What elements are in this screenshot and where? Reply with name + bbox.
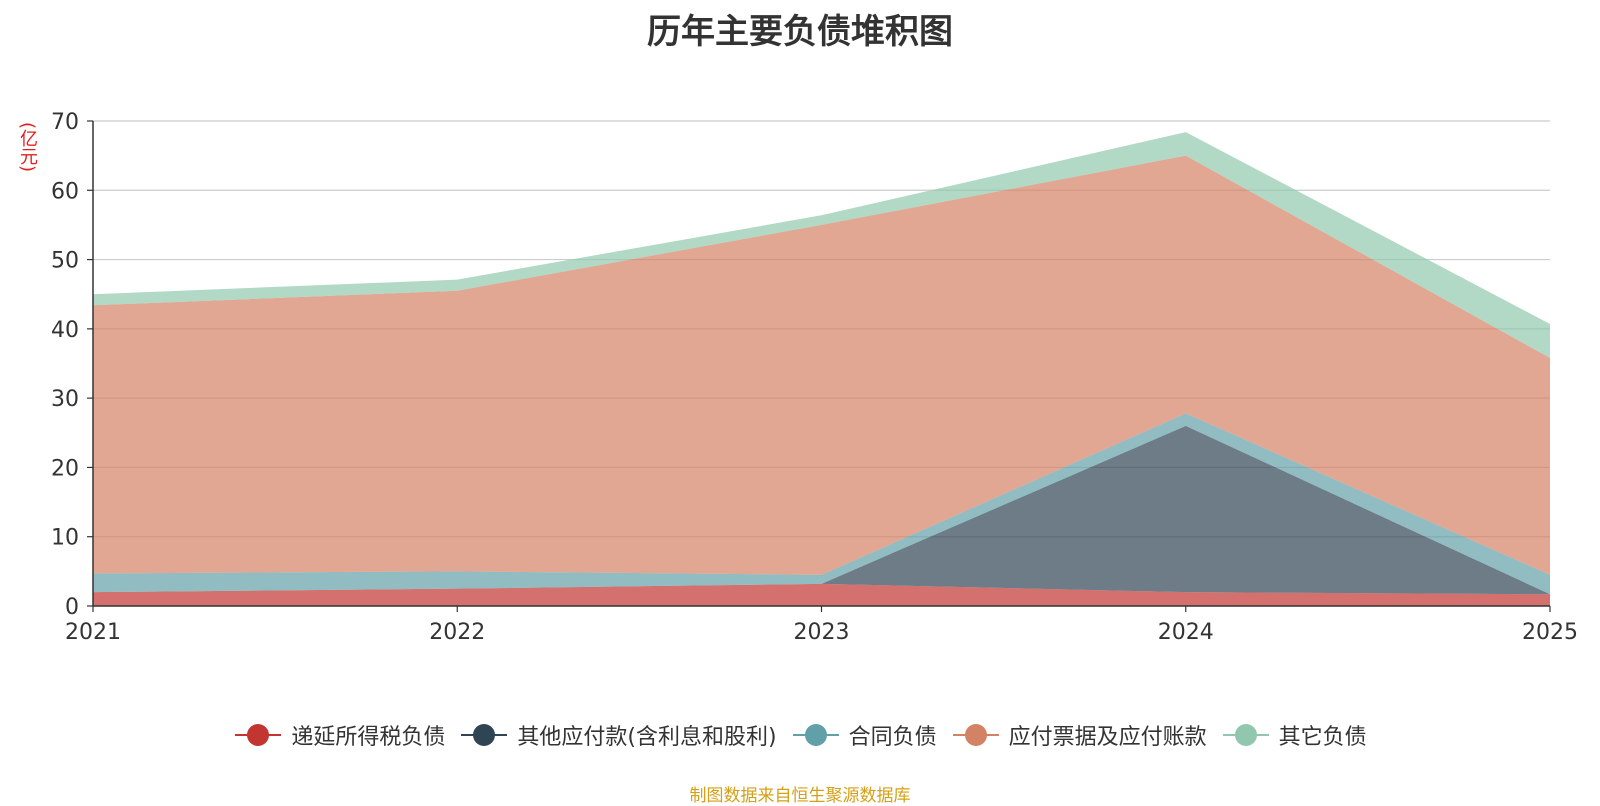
legend-marker-icon — [1222, 724, 1269, 746]
x-tick-label: 2023 — [794, 620, 850, 645]
y-tick-label: 30 — [51, 387, 79, 412]
y-tick-label: 20 — [51, 456, 79, 481]
area-series-0 — [93, 583, 1550, 606]
legend-marker-icon — [952, 724, 999, 746]
y-tick-label: 70 — [51, 110, 79, 135]
y-tick-label: 60 — [51, 179, 79, 204]
legend-marker-icon — [461, 724, 508, 746]
legend-label: 合同负债 — [848, 725, 937, 750]
area-series-1 — [93, 425, 1550, 595]
y-tick-label: 10 — [51, 526, 79, 551]
legend-label: 递延所得税负债 — [291, 725, 446, 750]
x-tick-label: 2021 — [65, 620, 121, 645]
x-tick-label: 2022 — [429, 620, 485, 645]
y-tick-label: 50 — [51, 249, 79, 274]
y-tick-label: 40 — [51, 318, 79, 343]
legend-item[interactable]: 递延所得税负债 — [233, 719, 445, 751]
chart-legend: 递延所得税负债 其他应付款(含利息和股利) 合同负债 应付票据及应付账款 其它负债 — [0, 719, 1600, 751]
legend-item[interactable]: 其它负债 — [1221, 719, 1367, 751]
legend-item[interactable]: 应付票据及应付账款 — [951, 719, 1207, 751]
data-source-note: 制图数据来自恒生聚源数据库 — [689, 786, 911, 806]
legend-item[interactable]: 其他应付款(含利息和股利) — [459, 719, 777, 751]
x-tick-label: 2025 — [1522, 620, 1578, 645]
legend-label: 其它负债 — [1278, 725, 1367, 750]
legend-item[interactable]: 合同负债 — [791, 719, 937, 751]
area-series-2 — [93, 413, 1550, 595]
area-series-3 — [93, 155, 1550, 575]
x-tick-label: 2024 — [1158, 620, 1214, 645]
y-tick-label: 0 — [65, 595, 79, 620]
legend-marker-icon — [792, 724, 839, 746]
chart-title: 历年主要负债堆积图 — [647, 12, 953, 52]
legend-marker-icon — [235, 724, 282, 746]
legend-label: 应付票据及应付账款 — [1008, 725, 1207, 750]
y-axis-unit-label: (亿元) — [17, 122, 38, 173]
legend-label: 其他应付款(含利息和股利) — [517, 725, 777, 750]
